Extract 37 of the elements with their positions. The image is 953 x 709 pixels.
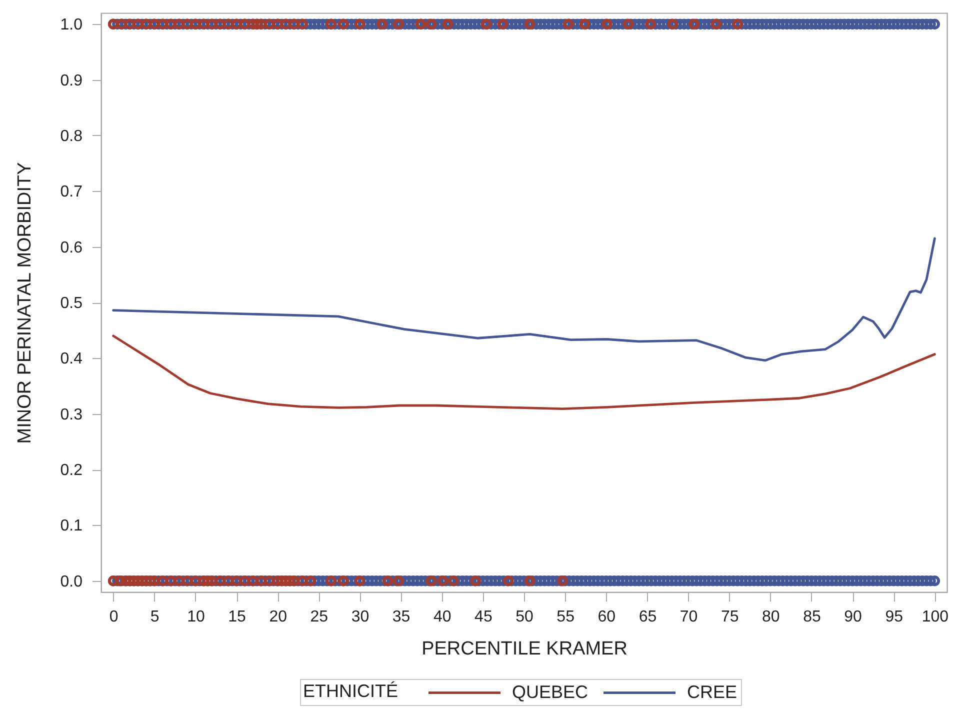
- x-tick-label: 65: [638, 608, 657, 626]
- x-tick-label: 35: [392, 608, 410, 626]
- x-tick-label: 15: [228, 608, 246, 626]
- x-tick-label: 0: [109, 608, 118, 626]
- x-axis-title: PERCENTILE KRAMER: [422, 638, 628, 660]
- x-tick-label: 85: [803, 608, 821, 626]
- x-tick-label: 100: [922, 608, 949, 626]
- x-tick-label: 90: [844, 608, 862, 626]
- legend-label: QUEBEC: [512, 682, 588, 702]
- x-tick-label: 75: [720, 608, 739, 626]
- x-tick-label: 30: [351, 608, 370, 626]
- y-axis-title: MINOR PERINATAL MORBIDITY: [14, 162, 36, 444]
- x-tick-label: 25: [310, 608, 328, 626]
- x-tick-label: 50: [516, 608, 534, 626]
- x-tick-label: 55: [556, 608, 575, 626]
- y-tick-label: 0.8: [60, 128, 83, 145]
- x-tick-label: 10: [187, 608, 205, 626]
- y-tick-label: 0.2: [60, 462, 83, 480]
- y-tick-label: 0.5: [60, 295, 83, 312]
- legend-label: CREE: [687, 682, 738, 702]
- y-tick-label: 0.0: [60, 573, 83, 590]
- legend-title: ETHNICITÉ: [303, 681, 398, 701]
- x-tick-label: 70: [680, 608, 698, 626]
- y-tick-label: 0.4: [60, 350, 83, 368]
- x-tick-label: 40: [433, 608, 452, 626]
- x-tick-label: 5: [150, 608, 160, 626]
- y-tick-label: 0.3: [60, 406, 83, 424]
- y-tick-label: 0.6: [60, 239, 83, 256]
- x-tick-label: 60: [598, 608, 616, 626]
- x-tick-label: 45: [474, 608, 492, 626]
- y-tick-label: 0.9: [60, 72, 83, 90]
- x-tick-label: 20: [269, 608, 288, 626]
- x-tick-label: 80: [762, 608, 780, 626]
- y-tick-label: 0.7: [60, 184, 83, 201]
- y-tick-label: 1.0: [60, 16, 83, 34]
- y-tick-label: 0.1: [60, 518, 83, 535]
- x-tick-label: 95: [885, 608, 904, 626]
